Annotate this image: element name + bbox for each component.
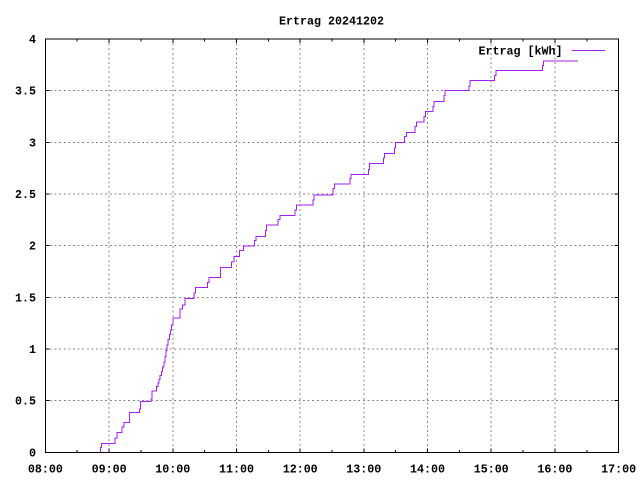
svg-text:0: 0 bbox=[29, 446, 36, 460]
svg-text:Ertrag 20241202: Ertrag 20241202 bbox=[279, 15, 384, 29]
svg-text:1: 1 bbox=[29, 343, 36, 357]
svg-text:1.5: 1.5 bbox=[15, 291, 36, 305]
svg-text:13:00: 13:00 bbox=[346, 462, 381, 476]
svg-text:16:00: 16:00 bbox=[537, 462, 572, 476]
svg-text:14:00: 14:00 bbox=[410, 462, 445, 476]
svg-text:3.5: 3.5 bbox=[15, 85, 36, 99]
svg-text:09:00: 09:00 bbox=[92, 462, 127, 476]
svg-text:Ertrag [kWh]: Ertrag [kWh] bbox=[479, 44, 563, 58]
svg-text:2: 2 bbox=[29, 240, 36, 254]
svg-text:17:00: 17:00 bbox=[601, 462, 636, 476]
svg-text:0.5: 0.5 bbox=[15, 395, 36, 409]
svg-text:4: 4 bbox=[29, 33, 36, 47]
svg-text:08:00: 08:00 bbox=[28, 462, 63, 476]
svg-text:10:00: 10:00 bbox=[155, 462, 190, 476]
svg-text:15:00: 15:00 bbox=[474, 462, 509, 476]
svg-text:3: 3 bbox=[29, 136, 36, 150]
svg-text:2.5: 2.5 bbox=[15, 188, 36, 202]
svg-text:12:00: 12:00 bbox=[283, 462, 318, 476]
svg-text:11:00: 11:00 bbox=[219, 462, 254, 476]
